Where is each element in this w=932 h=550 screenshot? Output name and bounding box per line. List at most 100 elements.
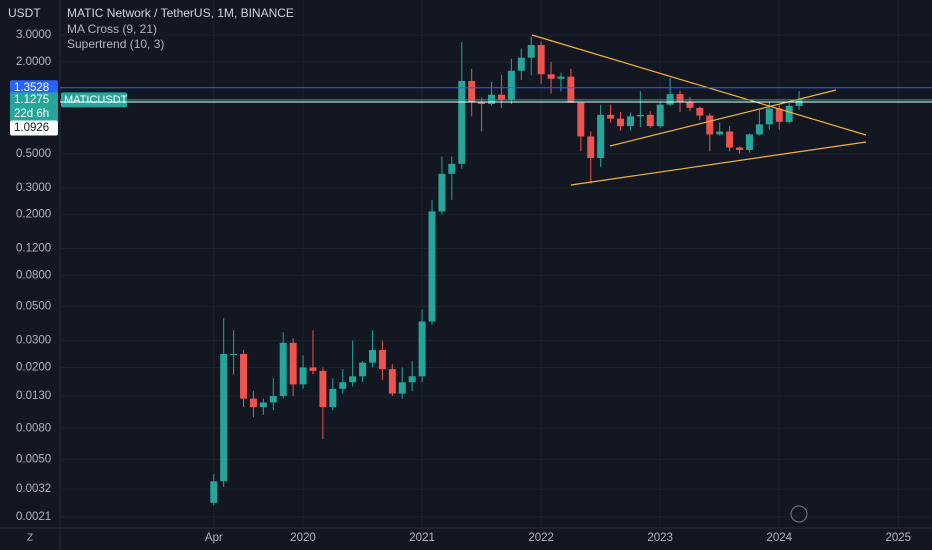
chart-title: MATIC Network / TetherUS, 1M, BINANCE: [67, 6, 294, 20]
indicator: Supertrend (10, 3): [67, 37, 164, 51]
price-label-box: [10, 120, 58, 136]
candle-body: [517, 57, 525, 71]
candle-body: [230, 353, 238, 355]
candle-body: [537, 44, 545, 75]
candle-body: [488, 94, 496, 104]
candle-body: [636, 114, 644, 117]
countdown: 22d 6h: [14, 108, 49, 120]
icon[interactable]: [790, 505, 808, 523]
candle-body: [269, 396, 277, 403]
candle-body: [617, 118, 625, 127]
candle-body: [279, 342, 287, 397]
candle-body: [359, 362, 367, 377]
x-tick-label: 2024: [766, 532, 792, 544]
price-label-box: [10, 92, 58, 123]
candle-body: [259, 402, 267, 408]
candle-body: [378, 350, 386, 370]
candle-body: [368, 350, 376, 363]
candle-body: [795, 99, 803, 106]
y-tick-label: 0.0500: [16, 301, 51, 313]
candle-body: [666, 94, 674, 105]
candle-body: [607, 114, 615, 119]
candle-body: [755, 124, 763, 135]
grid: [60, 0, 932, 528]
candle-body: [418, 321, 426, 377]
trendline: [570, 141, 867, 186]
y-tick-label: 0.0300: [16, 335, 51, 347]
trendline: [531, 34, 867, 136]
candle-body: [646, 114, 654, 127]
candle-body: [587, 136, 595, 158]
y-tick-label: 0.0200: [16, 361, 51, 373]
candle-body: [706, 115, 714, 135]
candle-body: [686, 102, 694, 108]
symbol-box: [61, 92, 127, 108]
symbol-label: MATICUSDT: [64, 94, 128, 106]
currency: USDT: [8, 6, 41, 20]
y-tick-label: 0.0032: [16, 483, 51, 495]
x-tick-label: 2023: [647, 532, 673, 544]
candle-body: [448, 163, 456, 174]
candle-body: [220, 353, 228, 482]
candle-body: [408, 376, 416, 383]
candle-body: [349, 376, 357, 383]
candle-body: [497, 94, 505, 101]
candle-body: [785, 105, 793, 122]
indicator: MA Cross (9, 21): [67, 22, 157, 36]
price-label: 1.0926: [14, 122, 49, 134]
x-tick-label: 2025: [885, 532, 911, 544]
trendline: [609, 89, 837, 147]
candle-body: [597, 114, 605, 158]
x-tick-label: Apr: [205, 532, 223, 544]
x-tick-label: 2021: [409, 532, 435, 544]
candle-body: [438, 173, 446, 212]
candle-body: [309, 367, 317, 371]
candle-body: [468, 80, 476, 102]
candle-body: [210, 481, 218, 503]
candle-body: [736, 147, 744, 150]
y-tick-label: 0.1200: [16, 243, 51, 255]
candle-body: [458, 80, 466, 164]
x-tick-label: 2020: [290, 532, 316, 544]
candle-body: [388, 369, 396, 394]
y-tick-label: 0.0050: [16, 453, 51, 465]
scale-button[interactable]: Z: [27, 533, 33, 544]
candle-body: [289, 342, 297, 385]
y-tick-label: 3.0000: [16, 29, 51, 41]
candle-body: [656, 104, 664, 127]
candle-body: [765, 108, 773, 125]
candle-body: [478, 101, 486, 104]
candle-body: [696, 107, 704, 116]
candle-body: [775, 108, 783, 122]
candle-body: [567, 76, 575, 103]
candles: [210, 36, 803, 506]
candle-body: [726, 131, 734, 148]
candle-body: [428, 211, 436, 322]
candle-body: [240, 353, 248, 399]
candle-body: [329, 388, 337, 408]
candle-body: [319, 370, 327, 408]
y-tick-label: 2.0000: [16, 56, 51, 68]
candle-body: [626, 116, 634, 127]
price-label: 1.1275: [14, 94, 49, 106]
candle-body: [249, 398, 257, 408]
candle-body: [745, 134, 753, 150]
candle-body: [299, 367, 307, 385]
candle-body: [339, 382, 347, 389]
price-label-box: [10, 80, 58, 96]
y-tick-label: 0.0080: [16, 422, 51, 434]
candle-body: [557, 76, 565, 79]
y-tick-label: 0.2000: [16, 209, 51, 221]
y-tick-label: 0.0021: [16, 511, 51, 523]
trendlines: [531, 34, 867, 186]
y-tick-label: 0.5000: [16, 148, 51, 160]
y-tick-label: 0.0130: [16, 390, 51, 402]
candle-body: [398, 382, 406, 394]
candle-body: [547, 74, 555, 79]
candle-body: [507, 70, 515, 101]
y-tick-label: 0.0800: [16, 269, 51, 281]
y-tick-label: 0.3000: [16, 182, 51, 194]
candle-body: [676, 94, 684, 103]
